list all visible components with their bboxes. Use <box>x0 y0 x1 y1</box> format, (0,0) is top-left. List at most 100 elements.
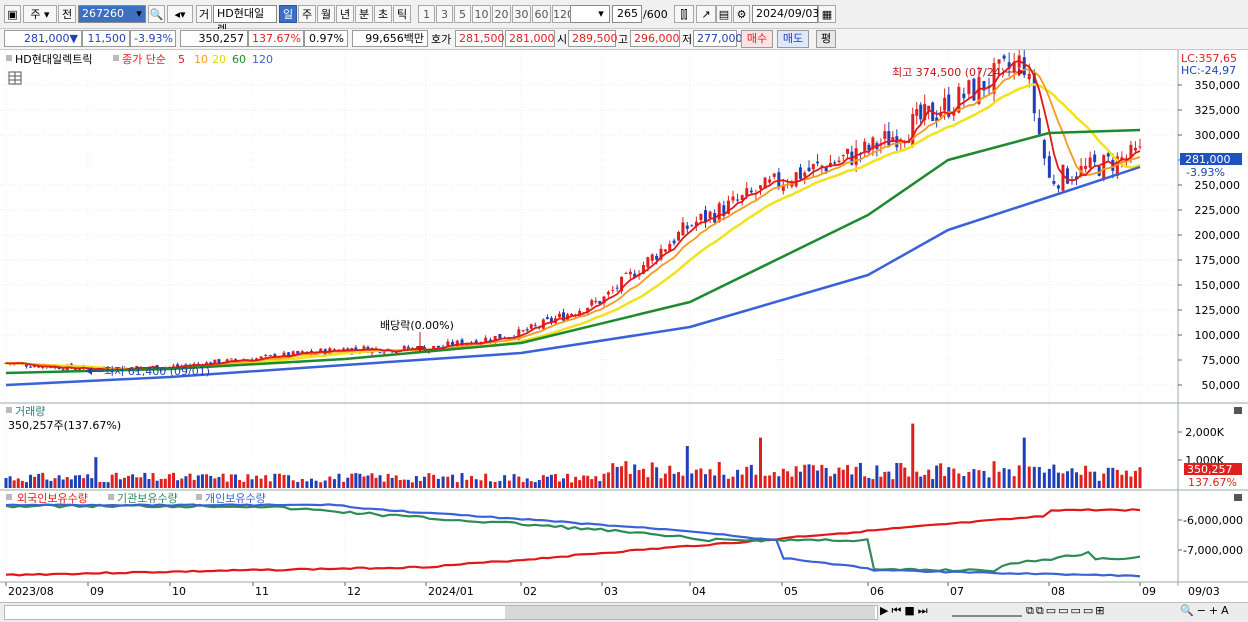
candle-body <box>883 131 887 139</box>
interval-dropdown-icon[interactable]: ▾ <box>598 7 604 20</box>
period-tab-6[interactable]: 틱 <box>393 5 411 23</box>
volume-bar <box>816 470 820 488</box>
volume-bar <box>358 473 362 488</box>
high-annotation: 최고 374,500 (07/24) <box>892 66 1005 79</box>
period-tab-2[interactable]: 월 <box>317 5 335 23</box>
low-label: 저 <box>682 33 693 46</box>
candle-body <box>992 63 996 94</box>
count-input[interactable]: 265 <box>612 5 642 23</box>
volume-bar <box>962 476 966 488</box>
candle-body <box>891 137 895 141</box>
volume-bar <box>1047 468 1051 488</box>
interval-custom-input[interactable] <box>570 5 610 23</box>
interval-button-20[interactable]: 20 <box>492 5 511 23</box>
candle-body <box>758 185 762 189</box>
volume-bar <box>574 476 578 488</box>
quote-bar: 281,000▼ 11,500 -3.93% 350,257 137.67% 0… <box>0 29 1248 50</box>
stock-code-input[interactable]: 267260 <box>78 5 146 23</box>
dividend-annotation: 배당락(0.00%) <box>380 319 454 332</box>
volume-bar <box>131 474 135 488</box>
x-tick-label: 2023/08 <box>8 585 54 598</box>
layout-icon[interactable]: ▣ <box>4 5 21 23</box>
open-label: 시 <box>557 33 568 46</box>
interval-button-1[interactable]: 1 <box>418 5 435 23</box>
view-tool-icons[interactable]: ⧉⧉▭▭▭▭⊞ <box>1026 604 1107 617</box>
x-tick-label: 10 <box>172 585 186 598</box>
code-dropdown-icon[interactable]: ▾ <box>136 7 142 20</box>
ma5-line <box>5 59 1141 371</box>
volume-bar <box>337 473 341 488</box>
volume-current-tag-text: 350,257 <box>1187 463 1233 476</box>
legend-individual: 개인보유수량 <box>205 492 266 505</box>
settings-gear-icon[interactable]: ⚙ <box>733 5 750 23</box>
interval-button-60[interactable]: 60 <box>532 5 551 23</box>
date-input[interactable]: 2024/09/03 <box>752 5 819 23</box>
candle-body <box>628 271 632 275</box>
legend-swatch <box>6 407 12 413</box>
volume-bar <box>781 468 785 488</box>
period-tab-4[interactable]: 분 <box>355 5 373 23</box>
period-prefix-button[interactable]: 거 <box>196 5 212 23</box>
volume-bar <box>110 474 114 488</box>
volume-bar <box>704 474 708 488</box>
volume-bar <box>895 463 899 488</box>
volume-bar <box>374 477 378 488</box>
candle-body <box>24 364 28 367</box>
candle-body <box>947 94 951 117</box>
interval-button-5[interactable]: 5 <box>454 5 471 23</box>
chart-scrollbar[interactable]: ▶⏮■⏭ ⧉⧉▭▭▭▭⊞ 🔍−+A <box>0 602 1248 622</box>
volume-bar <box>566 473 570 488</box>
volume-tick-label: 2,000K <box>1185 426 1224 439</box>
volume-bar <box>740 474 744 488</box>
volume-bar <box>33 476 37 488</box>
volume-bar <box>346 477 350 488</box>
volume-close-icon[interactable] <box>1234 407 1242 414</box>
holdings-close-icon[interactable] <box>1234 494 1242 501</box>
volume-bar <box>1088 471 1092 488</box>
sell-button[interactable]: 매도 <box>777 30 809 48</box>
zoom-slider[interactable] <box>952 607 1022 617</box>
volume-bar <box>427 473 431 488</box>
volume-bar <box>722 474 726 488</box>
candle-body <box>1056 185 1060 189</box>
period-tab-1[interactable]: 주 <box>298 5 316 23</box>
volume-bar <box>398 480 402 488</box>
candle-body <box>824 167 828 172</box>
volume-bar <box>114 472 118 488</box>
interval-button-30[interactable]: 30 <box>512 5 531 23</box>
candle-body <box>935 117 939 121</box>
candle-body <box>213 359 217 365</box>
eval-button[interactable]: 평 <box>816 30 836 48</box>
zoom-controls[interactable]: 🔍−+A <box>1180 604 1232 617</box>
candle-body <box>1022 57 1026 75</box>
current-price-tag <box>1180 153 1242 165</box>
interval-button-120[interactable]: 120 <box>552 5 574 23</box>
stock-type-select[interactable]: 주 ▾ <box>23 5 57 23</box>
volume-bar <box>225 481 229 488</box>
prev-button[interactable]: 전 <box>58 5 76 23</box>
period-tab-0[interactable]: 일 <box>279 5 297 23</box>
candle-type-icon[interactable]: ⫿⫿ <box>674 5 694 23</box>
volume-bar <box>672 473 676 488</box>
search-icon[interactable]: 🔍 <box>148 5 165 23</box>
save-icon[interactable]: ▤ <box>716 5 732 23</box>
candle-body <box>1065 168 1069 184</box>
interval-button-3[interactable]: 3 <box>436 5 453 23</box>
candle-body <box>1088 157 1092 168</box>
candle-body <box>655 255 659 260</box>
stock-chart[interactable]: 350,000325,000300,000275,000250,000225,0… <box>0 50 1248 602</box>
playback-controls[interactable]: ▶⏮■⏭ <box>880 604 931 617</box>
interval-button-10[interactable]: 10 <box>472 5 491 23</box>
line-tool-icon[interactable]: ↗ <box>696 5 716 23</box>
volume-bar <box>726 478 730 488</box>
scroll-thumb[interactable] <box>505 606 875 619</box>
calendar-icon[interactable]: ▦ <box>818 5 836 23</box>
candle-body <box>549 317 553 323</box>
volume-bar <box>768 475 772 488</box>
scroll-track[interactable] <box>4 605 878 620</box>
sound-icon[interactable]: ◂▾ <box>167 5 193 23</box>
volume-bar <box>402 479 406 488</box>
period-tab-3[interactable]: 년 <box>336 5 354 23</box>
buy-button[interactable]: 매수 <box>741 30 773 48</box>
period-tab-5[interactable]: 초 <box>374 5 392 23</box>
